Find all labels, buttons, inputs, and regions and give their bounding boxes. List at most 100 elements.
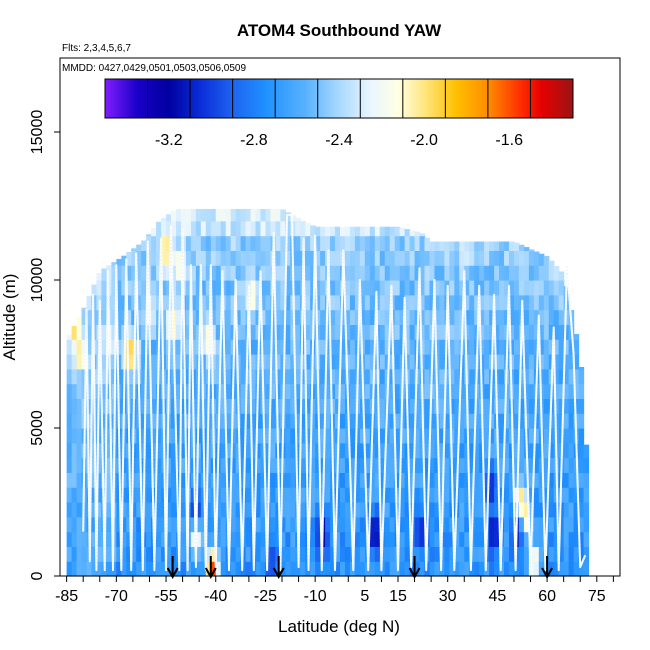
heatmap-cell (171, 383, 177, 399)
heatmap-cell (285, 442, 291, 459)
heatmap-cell (578, 398, 585, 414)
heatmap-cell (225, 487, 232, 503)
heatmap-cell (285, 368, 291, 385)
heatmap-cell (553, 383, 560, 399)
heatmap-cell (513, 280, 520, 296)
heatmap-cell (175, 398, 182, 414)
heatmap-cell (518, 280, 525, 296)
heatmap-cell (394, 339, 401, 355)
heatmap-cell (230, 208, 237, 222)
heatmap-cell (335, 339, 341, 355)
colorbar-swatch (239, 79, 242, 118)
heatmap-cell (578, 442, 585, 459)
colorbar-swatch (235, 79, 238, 118)
heatmap-cell (240, 235, 247, 251)
heatmap-cell (235, 561, 242, 577)
heatmap-cell (474, 250, 480, 266)
heatmap-cell (280, 531, 286, 547)
heatmap-cell (76, 398, 83, 414)
heatmap-cell (111, 339, 117, 355)
colorbar-tick-label: -2.0 (410, 132, 438, 149)
heatmap-cell (404, 265, 411, 281)
heatmap-cell (121, 487, 127, 503)
heatmap-cell (295, 339, 301, 355)
heatmap-cell (295, 457, 301, 473)
heatmap-cell (240, 561, 247, 577)
heatmap-cell (578, 472, 585, 488)
heatmap-cell (240, 428, 247, 444)
colorbar-swatch (205, 79, 208, 118)
heatmap-cell (260, 208, 267, 222)
heatmap-cell (359, 561, 366, 577)
heatmap-cell (166, 546, 172, 562)
heatmap-cell (558, 309, 565, 325)
heatmap-cell (320, 413, 326, 429)
heatmap-cell (508, 294, 515, 311)
heatmap-cell (235, 235, 242, 251)
heatmap-cell (76, 324, 83, 340)
heatmap-cell (190, 220, 197, 237)
heatmap-cell (568, 339, 575, 355)
heatmap-cell (394, 354, 401, 370)
heatmap-cell (558, 516, 565, 533)
heatmap-cell (513, 309, 520, 325)
heatmap-cell (91, 472, 98, 488)
heatmap-cell (359, 472, 366, 488)
heatmap-cell (479, 241, 485, 251)
heatmap-cell (344, 487, 351, 503)
heatmap-cell (171, 561, 177, 577)
heatmap-cell (444, 383, 450, 399)
heatmap-cell (424, 442, 431, 459)
heatmap-cell (548, 516, 555, 533)
heatmap-cell (171, 546, 177, 562)
heatmap-cell (434, 487, 441, 503)
heatmap-cell (548, 309, 555, 325)
heatmap-cell (499, 398, 505, 414)
heatmap-cell (295, 368, 301, 385)
heatmap-cell (136, 442, 142, 459)
colorbar-swatch (201, 79, 204, 118)
heatmap-cell (489, 265, 495, 281)
heatmap-cell (523, 250, 530, 266)
colorbar-swatch (531, 79, 534, 118)
heatmap-cell (330, 280, 336, 296)
colorbar-swatch (247, 79, 250, 118)
colorbar-swatch (501, 79, 504, 118)
heatmap-cell (151, 413, 157, 429)
heatmap-cell (489, 398, 495, 414)
heatmap-cell (151, 235, 157, 251)
colorbar-swatch (533, 79, 536, 118)
colorbar-swatch (557, 79, 560, 118)
heatmap-cell (504, 457, 510, 473)
heatmap-cell (504, 428, 510, 444)
chart-subtitle-dates: MMDD: 0427,0429,0501,0503,0506,0509 (62, 63, 246, 74)
heatmap-cell (275, 294, 281, 311)
heatmap-cell (354, 487, 361, 503)
heatmap-cell (175, 368, 182, 385)
heatmap-cell (414, 231, 421, 237)
colorbar-swatch (243, 79, 246, 118)
colorbar-swatch (271, 79, 274, 118)
heatmap-cell (523, 531, 530, 547)
colorbar-swatch (257, 79, 260, 118)
heatmap-cell (66, 502, 73, 518)
colorbar-swatch (311, 79, 314, 118)
heatmap-cell (151, 294, 157, 311)
heatmap-cell (285, 309, 291, 325)
heatmap-cell (528, 428, 535, 444)
heatmap-cell (265, 354, 272, 370)
colorbar-swatch (559, 79, 562, 118)
heatmap-cell (459, 294, 465, 311)
y-axis-tick-label: 10000 (29, 258, 46, 303)
heatmap-cell (404, 561, 411, 577)
colorbar-swatch (561, 79, 564, 118)
heatmap-cell (548, 324, 555, 340)
colorbar: -3.2 -2.8 -2.4 -2.0 -1.6 (104, 78, 574, 149)
heatmap-cell (508, 531, 515, 547)
colorbar-swatch (415, 79, 418, 118)
heatmap-cell (275, 265, 281, 281)
heatmap-cell (583, 502, 590, 518)
colorbar-swatch (369, 79, 372, 118)
heatmap-cell (330, 294, 336, 311)
colorbar-swatch (363, 79, 366, 118)
